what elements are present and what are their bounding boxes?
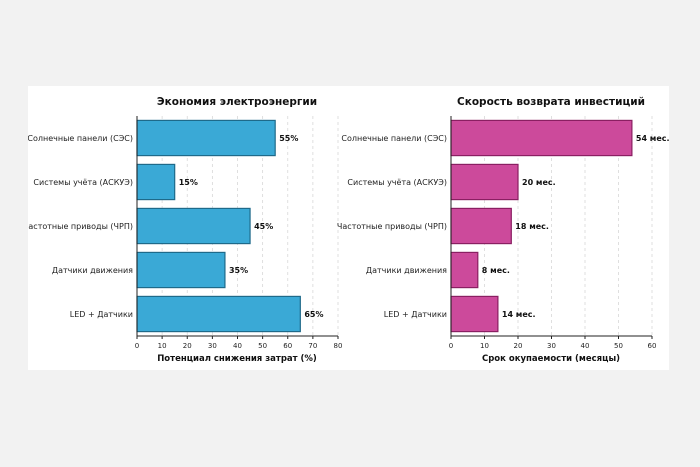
y-tick-label: Датчики движения [366,266,447,275]
x-tick-label: 50 [258,342,267,350]
y-tick-label: Датчики движения [52,266,133,275]
bar [136,251,226,289]
y-tick-label: Системы учёта (АСКУЭ) [33,178,133,187]
x-tick-label: 70 [308,342,317,350]
bar [450,295,499,333]
data-label: 55% [279,134,298,143]
y-tick-label: Солнечные панели (СЭС) [341,134,447,143]
x-axis-label: Срок окупаемости (месяцы) [482,354,620,364]
x-tick-label: 40 [581,342,590,350]
x-tick-label: 30 [547,342,556,350]
data-label: 45% [254,222,273,231]
y-tick-label: LED + Датчики [384,310,447,319]
chart-payback: Скорость возврата инвестиций Солнечные п… [337,96,669,364]
x-tick-label: 0 [449,342,453,350]
x-tick-label: 0 [135,342,139,350]
bar [136,119,276,157]
x-axis-label: Потенциал снижения затрат (%) [157,354,317,364]
x-tick-label: 20 [183,342,192,350]
chart-title: Экономия электроэнергии [157,96,317,108]
y-tick-label: Системы учёта (АСКУЭ) [347,178,447,187]
x-tick-label: 10 [480,342,489,350]
chart-energy-savings: Экономия электроэнергии Солнечные панели… [28,96,342,364]
data-label: 20 мес. [522,178,556,187]
x-tick-label: 20 [514,342,523,350]
bar [450,119,633,157]
bar [136,163,176,201]
y-tick-label: Частотные приводы (ЧРП) [337,222,447,231]
data-label: 54 мес. [636,134,669,143]
y-tick-label: Частотные приводы (ЧРП) [28,222,133,231]
data-label: 8 мес. [482,266,510,275]
bar [136,207,251,245]
chart-title: Скорость возврата инвестиций [457,96,645,108]
data-label: 15% [179,178,198,187]
x-tick-label: 40 [233,342,242,350]
charts-svg: Экономия электроэнергии Солнечные панели… [28,96,669,364]
bar [450,207,512,245]
figure: Экономия электроэнергии Солнечные панели… [28,86,669,370]
x-tick-label: 30 [208,342,217,350]
bar [450,163,519,201]
data-label: 18 мес. [515,222,549,231]
data-label: 65% [304,310,323,319]
x-tick-label: 60 [283,342,292,350]
y-tick-label: Солнечные панели (СЭС) [28,134,133,143]
x-tick-label: 80 [334,342,343,350]
x-tick-label: 50 [614,342,623,350]
y-tick-label: LED + Датчики [70,310,133,319]
bar [450,251,479,289]
data-label: 35% [229,266,248,275]
data-label: 14 мес. [502,310,536,319]
x-tick-label: 60 [648,342,657,350]
x-tick-label: 10 [158,342,167,350]
bar [136,295,301,333]
